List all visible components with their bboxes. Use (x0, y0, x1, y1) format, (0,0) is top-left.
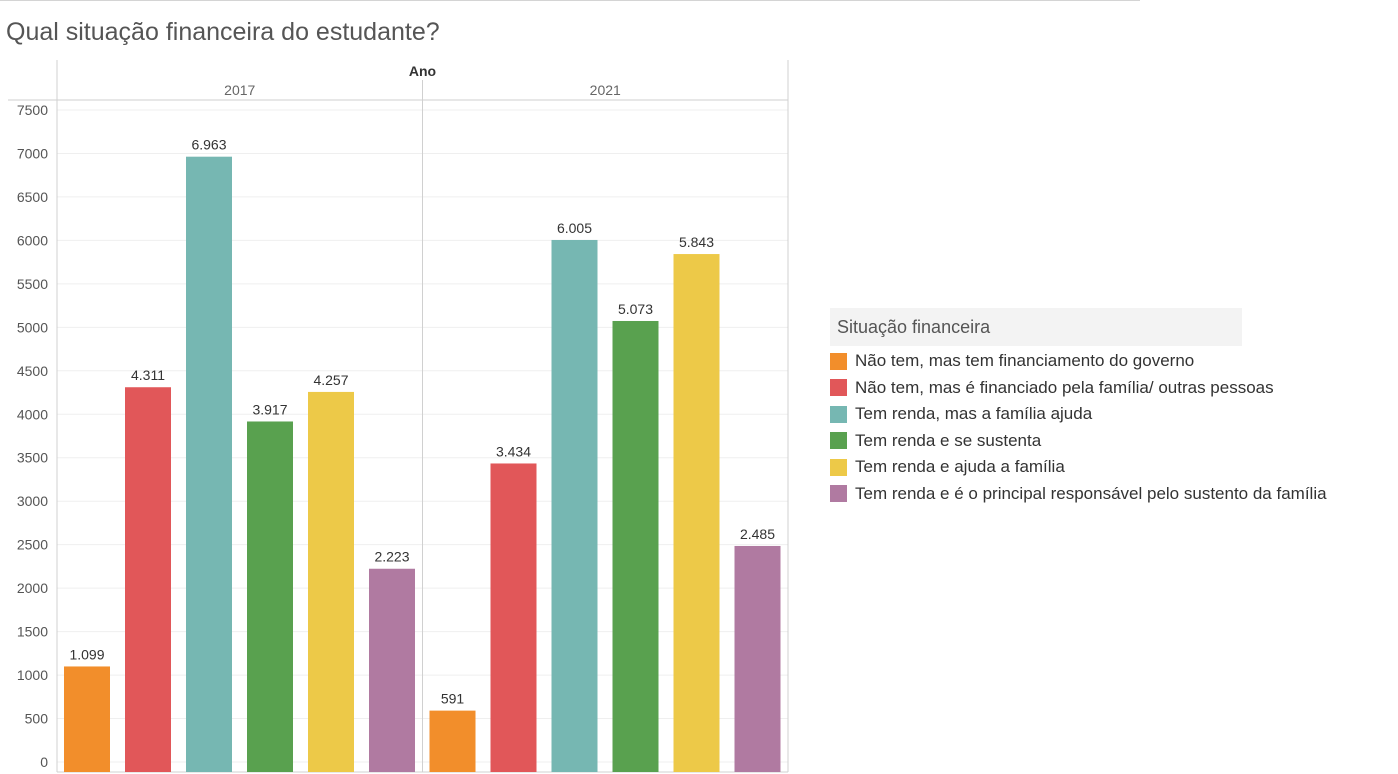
data-label: 5.073 (618, 301, 653, 317)
y-tick-label: 7000 (17, 145, 48, 161)
y-tick-label: 6000 (17, 232, 48, 248)
data-label: 591 (441, 691, 465, 707)
bar (551, 239, 598, 772)
bar (734, 545, 781, 772)
data-label: 6.005 (557, 220, 592, 236)
legend-item[interactable]: Não tem, mas tem financiamento do govern… (830, 348, 1370, 375)
bar (490, 463, 537, 772)
legend-label: Não tem, mas tem financiamento do govern… (855, 351, 1195, 371)
y-tick-label: 1000 (17, 667, 48, 683)
bar-chart: Ano 0 500 1000 1500 2000 2500 3000 3500 4000 4500 5… (8, 60, 789, 773)
bar (429, 710, 476, 772)
legend-label: Não tem, mas é financiado pela família/ … (855, 377, 1274, 397)
legend-title: Situação financeira (830, 308, 1242, 346)
legend-items: Não tem, mas tem financiamento do govern… (830, 348, 1370, 507)
bar (186, 156, 232, 772)
data-label: 6.963 (191, 137, 226, 153)
y-tick-label: 500 (25, 711, 49, 727)
data-label: 2.223 (374, 549, 409, 565)
legend-label: Tem renda, mas a família ajuda (855, 404, 1093, 424)
legend: Situação financeira Não tem, mas tem fin… (830, 308, 1370, 507)
bar (308, 391, 354, 772)
y-tick-label: 5500 (17, 276, 48, 292)
legend-item[interactable]: Tem renda e é o principal responsável pe… (830, 481, 1370, 508)
data-label: 1.099 (69, 646, 104, 662)
data-label: 5.843 (679, 234, 714, 250)
data-label: 4.257 (313, 372, 348, 388)
legend-swatch (830, 352, 847, 370)
panel-label: 2017 (224, 82, 255, 98)
legend-swatch (830, 379, 847, 397)
y-tick-label: 2000 (17, 580, 48, 596)
bar (125, 387, 171, 772)
y-tick-label: 5000 (17, 319, 48, 335)
legend-swatch (830, 458, 847, 476)
legend-label: Tem renda e é o principal responsável pe… (855, 483, 1327, 503)
bar (369, 568, 415, 772)
legend-item[interactable]: Tem renda e ajuda a família (830, 454, 1370, 481)
top-divider (0, 0, 1140, 1)
chart-title: Qual situação financeira do estudante? (6, 18, 440, 46)
bar (247, 421, 293, 772)
y-tick-label: 3500 (17, 450, 48, 466)
bar (612, 320, 659, 772)
y-tick-label: 1500 (17, 624, 48, 640)
data-label: 3.917 (252, 401, 287, 417)
data-label: 3.434 (496, 443, 531, 459)
data-label: 4.311 (131, 367, 165, 383)
data-label: 2.485 (740, 526, 775, 542)
panel-label: 2021 (590, 82, 621, 98)
bar (64, 666, 110, 772)
legend-swatch (830, 405, 847, 423)
legend-item[interactable]: Tem renda, mas a família ajuda (830, 401, 1370, 428)
bar (673, 254, 720, 773)
legend-item[interactable]: Tem renda e se sustenta (830, 428, 1370, 455)
legend-item[interactable]: Não tem, mas é financiado pela família/ … (830, 375, 1370, 402)
legend-swatch (830, 485, 847, 503)
legend-label: Tem renda e se sustenta (855, 430, 1042, 450)
column-header: Ano (409, 63, 436, 79)
y-tick-label: 0 (40, 754, 48, 770)
y-tick-label: 2500 (17, 537, 48, 553)
y-tick-label: 4500 (17, 363, 48, 379)
legend-swatch (830, 432, 847, 450)
y-tick-label: 4000 (17, 406, 48, 422)
y-tick-label: 3000 (17, 493, 48, 509)
y-tick-label: 7500 (17, 102, 48, 118)
legend-label: Tem renda e ajuda a família (855, 457, 1065, 477)
y-tick-label: 6500 (17, 189, 48, 205)
